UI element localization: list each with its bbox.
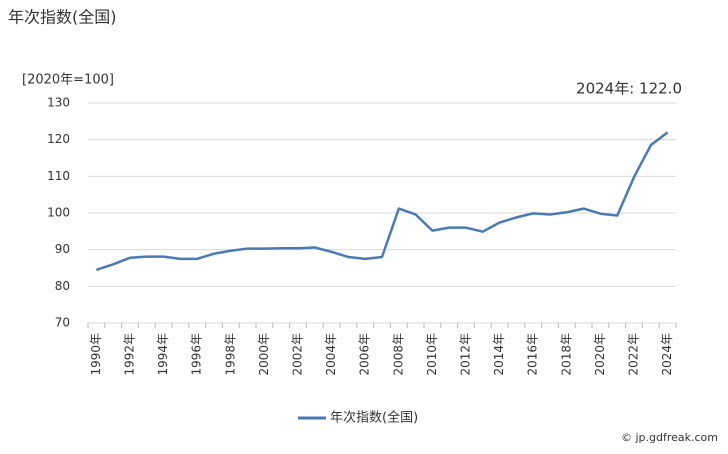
chart-title: 年次指数(全国) [8,8,117,27]
x-tick-label: 1996年 [190,333,204,376]
x-tick-label: 2006年 [358,333,372,376]
y-tick-label: 110 [47,169,70,183]
x-tick-label: 2002年 [291,333,305,376]
series-line [96,131,669,272]
x-tick-label: 2010年 [425,333,439,376]
x-tick-label: 1992年 [123,333,137,376]
x-tick-label: 2004年 [324,333,338,376]
x-tick-label: 2012年 [459,333,473,376]
y-tick-label: 90 [55,242,70,256]
y-tick-label: 100 [47,206,70,220]
x-tick-label: 2008年 [391,333,405,376]
x-tick-label: 2020年 [593,333,607,376]
source: © jp.gdfreak.com [621,431,718,444]
legend-label: 年次指数(全国) [330,410,418,426]
x-tick-label: 2024年 [660,333,674,376]
y-axis-label: [2020年=100] [22,73,114,88]
x-tick-label: 2018年 [559,333,573,376]
x-tick-label: 1990年 [89,333,103,376]
y-tick-label: 80 [55,279,70,293]
y-tick-label: 120 [47,132,70,146]
x-tick-label: 2022年 [627,333,641,376]
y-tick-label: 130 [47,96,70,110]
x-tick-label: 2014年 [492,333,506,376]
annotation: 2024年: 122.0 [576,80,682,98]
x-tick-label: 1994年 [156,333,170,376]
y-tick-label: 70 [55,316,70,330]
x-tick-label: 1998年 [223,333,237,376]
x-tick-label: 2000年 [257,333,271,376]
x-tick-label: 2016年 [526,333,540,376]
